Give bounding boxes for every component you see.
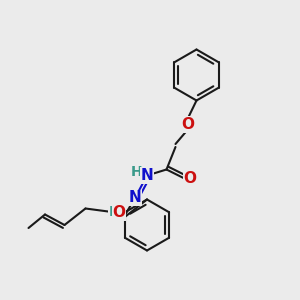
Text: O: O xyxy=(181,117,194,132)
Text: H: H xyxy=(109,206,120,219)
Text: H: H xyxy=(131,165,142,179)
Text: N: N xyxy=(129,190,141,206)
Text: N: N xyxy=(141,168,153,183)
Text: O: O xyxy=(183,171,196,186)
Text: O: O xyxy=(112,205,125,220)
